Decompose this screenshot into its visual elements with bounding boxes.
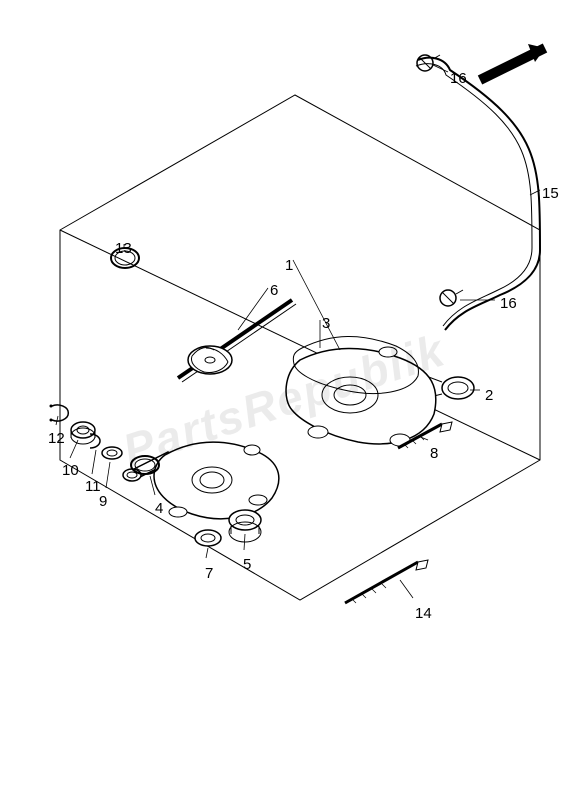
oil-seal [195, 530, 221, 546]
diagram-canvas: PartsRepublik 1615131631628121011945714 [0, 0, 567, 800]
impeller-shaft [178, 300, 296, 382]
washer-9 [102, 447, 122, 459]
callout-10: 10 [62, 462, 79, 479]
callout-9: 9 [99, 493, 107, 510]
callout-7: 7 [205, 565, 213, 582]
hose-clip-bottom [440, 290, 463, 306]
pump-housing [123, 442, 279, 519]
hose [418, 58, 540, 330]
callout-8: 8 [430, 445, 438, 462]
inset-divider [60, 230, 540, 460]
callout-leaders [56, 65, 540, 598]
callout-12: 12 [48, 430, 65, 447]
callout-5: 5 [243, 556, 251, 573]
inset-boundary [60, 95, 540, 600]
bearing-10 [71, 422, 95, 444]
callout-2: 2 [485, 387, 493, 404]
callout-16: 16 [450, 70, 467, 87]
callout-15: 15 [542, 185, 559, 202]
callout-3: 3 [322, 315, 330, 332]
snap-ring-12 [50, 405, 69, 422]
callout-6: 6 [270, 282, 278, 299]
diagram-svg [0, 0, 567, 800]
callout-1: 1 [285, 257, 293, 274]
direction-arrow [480, 44, 545, 80]
callout-16: 16 [500, 295, 517, 312]
callout-14: 14 [415, 605, 432, 622]
callout-4: 4 [155, 500, 163, 517]
callout-13: 13 [115, 240, 132, 257]
